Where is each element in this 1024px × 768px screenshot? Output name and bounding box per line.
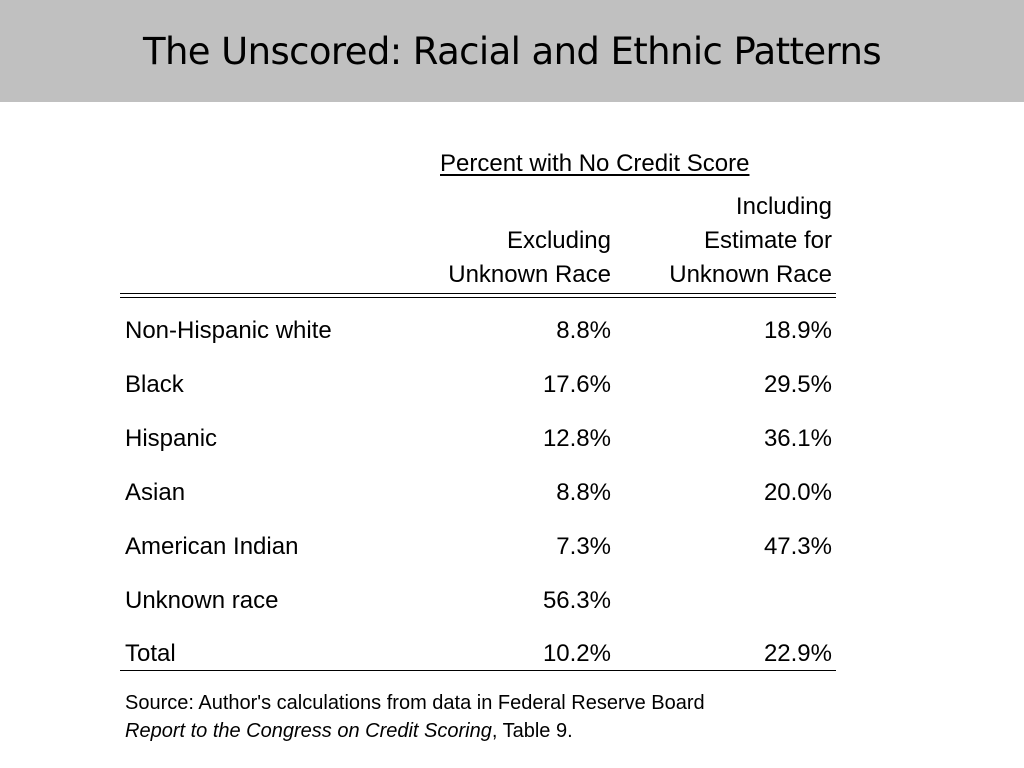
row-label: Non-Hispanic white: [125, 317, 332, 344]
value-excluding: 17.6%: [542, 371, 611, 398]
source-line-2: Report to the Congress on Credit Scoring…: [125, 717, 705, 745]
value-excluding: 7.3%: [556, 533, 611, 560]
row-label: American Indian: [125, 533, 299, 560]
column-header-line: Excluding: [506, 227, 611, 254]
row-label: Hispanic: [125, 425, 218, 452]
table-bottom-rule: [120, 670, 836, 671]
column-header-line: Estimate for: [703, 227, 832, 254]
value-including: 18.9%: [763, 317, 832, 344]
title-bar: The Unscored: Racial and Ethnic Patterns: [0, 0, 1024, 102]
row-label: Unknown race: [125, 587, 279, 614]
column-header-including: Including Estimate for Unknown Race: [669, 190, 832, 292]
table-group-header: Percent with No Credit Score: [440, 150, 750, 177]
value-including: 36.1%: [763, 425, 832, 452]
table-row: Non-Hispanic white 8.8% 18.9%: [0, 311, 1024, 351]
slide-title: The Unscored: Racial and Ethnic Patterns: [142, 30, 882, 73]
value-including: 47.3%: [763, 533, 832, 560]
table-row-total: Total 10.2% 22.9%: [0, 634, 1024, 674]
source-note: Source: Author's calculations from data …: [125, 689, 705, 745]
value-excluding: 10.2%: [542, 640, 611, 667]
source-report-title: Report to the Congress on Credit Scoring: [125, 720, 492, 742]
column-header-line: Unknown Race: [448, 261, 611, 288]
value-including: 20.0%: [763, 479, 832, 506]
row-label: Total: [125, 640, 176, 667]
value-excluding: 56.3%: [542, 587, 611, 614]
source-table-ref: , Table 9.: [491, 720, 573, 742]
table-row: Asian 8.8% 20.0%: [0, 473, 1024, 513]
row-label: Asian: [125, 479, 186, 506]
value-including: 29.5%: [763, 371, 832, 398]
value-excluding: 8.8%: [556, 317, 611, 344]
table-row: American Indian 7.3% 47.3%: [0, 527, 1024, 567]
value-including: 22.9%: [763, 640, 832, 667]
table-row: Unknown race 56.3%: [0, 581, 1024, 621]
row-label: Black: [125, 371, 184, 398]
value-excluding: 12.8%: [542, 425, 611, 452]
column-header-line: Unknown Race: [669, 261, 832, 288]
header-rule-top: [120, 293, 836, 294]
column-header-line: Including: [735, 193, 832, 220]
source-line-1: Source: Author's calculations from data …: [125, 692, 705, 714]
column-header-excluding: Excluding Unknown Race: [448, 224, 611, 292]
header-rule-bottom: [120, 297, 836, 298]
value-excluding: 8.8%: [556, 479, 611, 506]
table-row: Black 17.6% 29.5%: [0, 365, 1024, 405]
table-row: Hispanic 12.8% 36.1%: [0, 419, 1024, 459]
